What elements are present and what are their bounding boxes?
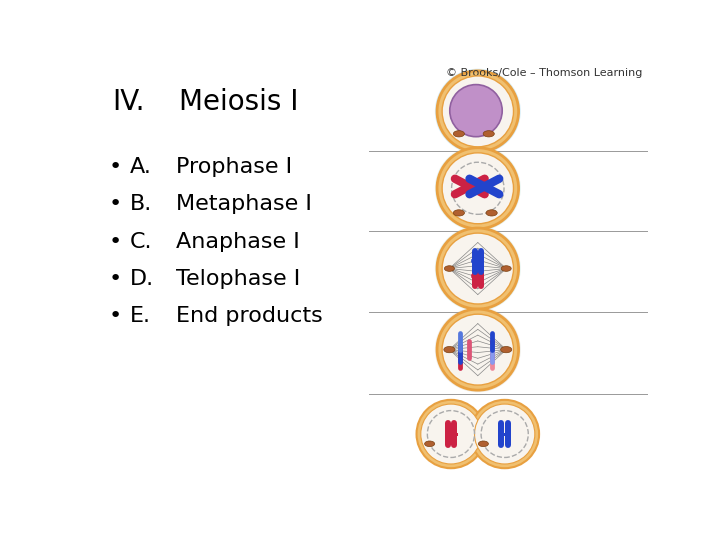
Text: •: • [109,269,122,289]
Ellipse shape [442,153,513,224]
Ellipse shape [501,266,511,271]
Text: E.: E. [130,306,151,326]
Ellipse shape [425,441,435,447]
Ellipse shape [442,76,513,147]
Text: B.: B. [130,194,153,214]
Ellipse shape [435,307,521,392]
Text: Metaphase I: Metaphase I [176,194,312,214]
Text: •: • [109,157,122,177]
Ellipse shape [442,233,513,304]
Text: •: • [109,232,122,252]
Ellipse shape [437,148,518,229]
Ellipse shape [454,210,464,216]
Ellipse shape [474,404,535,464]
Ellipse shape [500,347,512,353]
Text: •: • [109,194,122,214]
Text: Meiosis I: Meiosis I [179,87,299,116]
Ellipse shape [442,314,513,385]
Text: © Brooks/Cole – Thomson Learning: © Brooks/Cole – Thomson Learning [446,68,642,78]
Text: A.: A. [130,157,152,177]
Ellipse shape [420,404,481,464]
Ellipse shape [470,400,539,468]
Text: Telophase I: Telophase I [176,269,301,289]
Text: •: • [109,306,122,326]
Text: IV.: IV. [112,87,145,116]
Ellipse shape [444,266,454,271]
Text: C.: C. [130,232,153,252]
Ellipse shape [483,131,495,137]
Text: End products: End products [176,306,323,326]
Ellipse shape [478,441,488,447]
Ellipse shape [435,146,521,231]
Ellipse shape [486,210,498,216]
Ellipse shape [454,131,464,137]
Ellipse shape [437,71,518,152]
Ellipse shape [417,400,485,468]
Text: Anaphase I: Anaphase I [176,232,300,252]
Ellipse shape [444,347,455,353]
Ellipse shape [437,309,518,390]
Text: Prophase I: Prophase I [176,157,292,177]
Ellipse shape [435,69,521,154]
Ellipse shape [437,228,518,309]
Text: D.: D. [130,269,154,289]
Ellipse shape [450,85,503,137]
Ellipse shape [435,226,521,311]
